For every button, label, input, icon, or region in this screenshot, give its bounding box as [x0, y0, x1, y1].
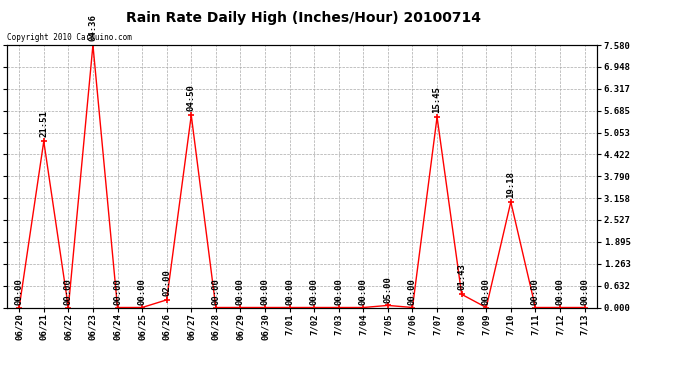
- Text: 00:00: 00:00: [555, 278, 564, 305]
- Text: 00:00: 00:00: [211, 278, 220, 305]
- Text: 04:50: 04:50: [187, 84, 196, 111]
- Text: 00:00: 00:00: [261, 278, 270, 305]
- Text: 00:00: 00:00: [482, 278, 491, 305]
- Text: Copyright 2010 CarDuino.com: Copyright 2010 CarDuino.com: [7, 33, 132, 42]
- Text: 00:00: 00:00: [580, 278, 589, 305]
- Text: 00:00: 00:00: [531, 278, 540, 305]
- Text: 00:00: 00:00: [113, 278, 122, 305]
- Text: 00:00: 00:00: [14, 278, 23, 305]
- Text: Rain Rate Daily High (Inches/Hour) 20100714: Rain Rate Daily High (Inches/Hour) 20100…: [126, 11, 481, 25]
- Text: 15:45: 15:45: [433, 86, 442, 113]
- Text: 00:00: 00:00: [137, 278, 146, 305]
- Text: 00:00: 00:00: [334, 278, 343, 305]
- Text: 00:00: 00:00: [236, 278, 245, 305]
- Text: 00:00: 00:00: [408, 278, 417, 305]
- Text: 02:00: 02:00: [162, 269, 171, 296]
- Text: 04:36: 04:36: [88, 14, 97, 41]
- Text: 00:00: 00:00: [310, 278, 319, 305]
- Text: 00:00: 00:00: [64, 278, 73, 305]
- Text: 00:00: 00:00: [359, 278, 368, 305]
- Text: 00:00: 00:00: [285, 278, 294, 305]
- Text: 21:51: 21:51: [39, 110, 48, 137]
- Text: 19:18: 19:18: [506, 171, 515, 198]
- Text: 05:00: 05:00: [384, 276, 393, 303]
- Text: 01:43: 01:43: [457, 263, 466, 290]
